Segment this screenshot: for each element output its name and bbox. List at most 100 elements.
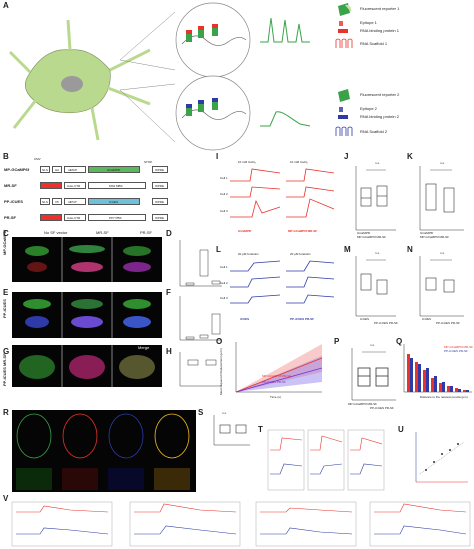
i-head-1: 10 mM CaCl₂ bbox=[238, 160, 256, 164]
m-sig: n.s. bbox=[375, 251, 380, 255]
q-bar-red bbox=[447, 386, 450, 392]
j-x1: GCaMP6f bbox=[357, 231, 371, 235]
legend-a-top-2: Epitope 1 bbox=[360, 20, 377, 25]
micro-image-r bbox=[12, 410, 196, 492]
q-bar-red bbox=[439, 383, 442, 392]
q-bar-red bbox=[431, 378, 434, 392]
construct-1-part-4: GCaMP6f bbox=[107, 168, 121, 172]
panel-a-schematic bbox=[8, 2, 353, 151]
n-x1: iCUES bbox=[422, 317, 432, 321]
i-cell-2: Cell 2 bbox=[220, 192, 228, 196]
construct-1-part-5: WPRE bbox=[155, 168, 164, 172]
panel-q-histogram bbox=[403, 344, 472, 393]
q-series-2: PP-iCUES PR-SF bbox=[444, 349, 468, 353]
o-series-2: PP-iCUES PR-SF bbox=[262, 380, 286, 384]
panel-label-l: L bbox=[216, 245, 221, 254]
j-x2: MP-GCaMP6f MR-SF bbox=[357, 235, 387, 239]
p-x1: MP-GCaMP6f MR-SF bbox=[348, 402, 378, 406]
panel-o-msd-plot bbox=[235, 342, 323, 393]
construct-4-part-2: PP7 PBS bbox=[109, 216, 122, 220]
l-head-1: 20 μM forskolin bbox=[238, 252, 259, 256]
construct-1-stop: STOP bbox=[144, 160, 153, 164]
legend-a-top-4: RNA Scaffold 1 bbox=[360, 41, 388, 46]
o-series-1: MP-GCaMP6f MR-SF bbox=[262, 374, 292, 378]
i-foot-2: MP-GCaMP6f MR-SF bbox=[288, 229, 318, 233]
g-col-merge: Merge bbox=[138, 345, 150, 350]
construct-1-part-3: tdMCP bbox=[68, 168, 78, 172]
p-sig: n.s. bbox=[370, 343, 375, 347]
construct-3-part-5: WPRE bbox=[155, 200, 164, 204]
panel-label-a: A bbox=[3, 1, 9, 10]
q-bar-red bbox=[463, 390, 466, 392]
i-cell-1: Cell 1 bbox=[220, 176, 228, 180]
panel-label-n: N bbox=[407, 245, 413, 254]
q-bar-blue bbox=[418, 364, 421, 392]
panel-s-boxplot bbox=[213, 415, 250, 446]
panel-label-s: S bbox=[198, 408, 204, 417]
micro-image-e bbox=[12, 292, 162, 338]
micro-image-c bbox=[12, 237, 162, 282]
panel-label-k: K bbox=[407, 152, 413, 161]
construct-1-name: MP-GCaMP6f bbox=[4, 167, 30, 172]
q-bar-blue bbox=[442, 382, 445, 392]
q-bar-red bbox=[455, 388, 458, 392]
o-ylabel: Mean Squared Displacement (μm²) bbox=[219, 348, 223, 395]
l-head-2: 20 μM forskolin bbox=[290, 252, 311, 256]
construct-4-part-1: Auto-UTR bbox=[67, 216, 81, 220]
legend-a-bottom-1: Fluorescent reporter 2 bbox=[360, 92, 400, 97]
panel-t-traces bbox=[267, 429, 385, 491]
c-col-3: PR-SF bbox=[140, 230, 152, 235]
m-x2: PP-iCUES PR-SF bbox=[374, 321, 398, 325]
q-bar-red bbox=[423, 370, 426, 392]
q-bar-blue bbox=[434, 376, 437, 392]
construct-4-name: PR-SF bbox=[4, 215, 16, 220]
i-foot-1: GCaMP6f bbox=[238, 229, 252, 233]
construct-3-part-4: iCUES bbox=[109, 200, 119, 204]
panel-label-u: U bbox=[398, 425, 404, 434]
construct-1-part-2: HA bbox=[55, 168, 60, 172]
panels-dfh-plots bbox=[179, 240, 222, 387]
q-bar-blue bbox=[466, 390, 469, 392]
q-bar-red bbox=[415, 362, 418, 392]
j-sig: n.s. bbox=[375, 161, 380, 165]
panel-label-j: J bbox=[344, 152, 349, 161]
q-series-1: MP-GCaMP6f MR-SF bbox=[444, 345, 474, 349]
construct-3-part-3: tdPCP bbox=[68, 200, 77, 204]
n-x2: PP-iCUES PR-SF bbox=[436, 321, 460, 325]
legend-a-top-3: RNA binding protein 1 bbox=[360, 28, 399, 33]
legend-a-top-1: Fluorescent reporter 1 bbox=[360, 6, 400, 11]
n-sig: n.s. bbox=[440, 251, 445, 255]
m-x1: iCUES bbox=[360, 317, 370, 321]
l-cell-3: Cell 3 bbox=[220, 296, 228, 300]
panel-label-d: D bbox=[166, 229, 172, 238]
panel-label-p: P bbox=[334, 337, 340, 346]
micro-image-g bbox=[12, 345, 162, 387]
k-x1: GCaMP6f bbox=[420, 231, 434, 235]
legend-a-bottom-2: Epitope 2 bbox=[360, 106, 377, 111]
construct-1-part-1: NLS bbox=[42, 168, 48, 172]
construct-2-name: MR-SF bbox=[4, 183, 17, 188]
construct-4-part-3: WPRE bbox=[155, 216, 164, 220]
panel-label-r: R bbox=[3, 408, 9, 417]
construct-1-promoter: CMV bbox=[34, 157, 41, 161]
k-sig: n.s. bbox=[440, 161, 445, 165]
panel-label-t: T bbox=[258, 425, 263, 434]
panel-label-e: E bbox=[3, 288, 9, 297]
s-sig: n.s. bbox=[222, 411, 227, 415]
l-foot-2: PP-iCUES PR-SF bbox=[290, 317, 315, 321]
o-xlabel: Time (s) bbox=[270, 395, 281, 399]
construct-3-part-2: V5 bbox=[55, 200, 59, 204]
p-x2: PP-iCUES PR-SF bbox=[370, 406, 394, 410]
panel-label-o: O bbox=[216, 337, 223, 346]
panel-label-h: H bbox=[166, 347, 172, 356]
c-row-label: MP-GCaMP6f bbox=[2, 229, 7, 255]
l-cell-2: Cell 2 bbox=[220, 281, 228, 285]
panel-label-v: V bbox=[3, 494, 9, 503]
construct-2-part-3: WPRE bbox=[155, 184, 164, 188]
panel-b-constructs: MP-GCaMP6f CMV NLS HA tdMCP GCaMP6f STOP… bbox=[4, 157, 204, 224]
construct-3-name: PP-iCUES bbox=[4, 199, 23, 204]
panel-label-b: B bbox=[3, 152, 9, 161]
q-bar-blue bbox=[450, 386, 453, 392]
legend-a-bottom-4: RNA Scaffold 2 bbox=[360, 129, 388, 134]
q-bar-blue bbox=[410, 358, 413, 392]
